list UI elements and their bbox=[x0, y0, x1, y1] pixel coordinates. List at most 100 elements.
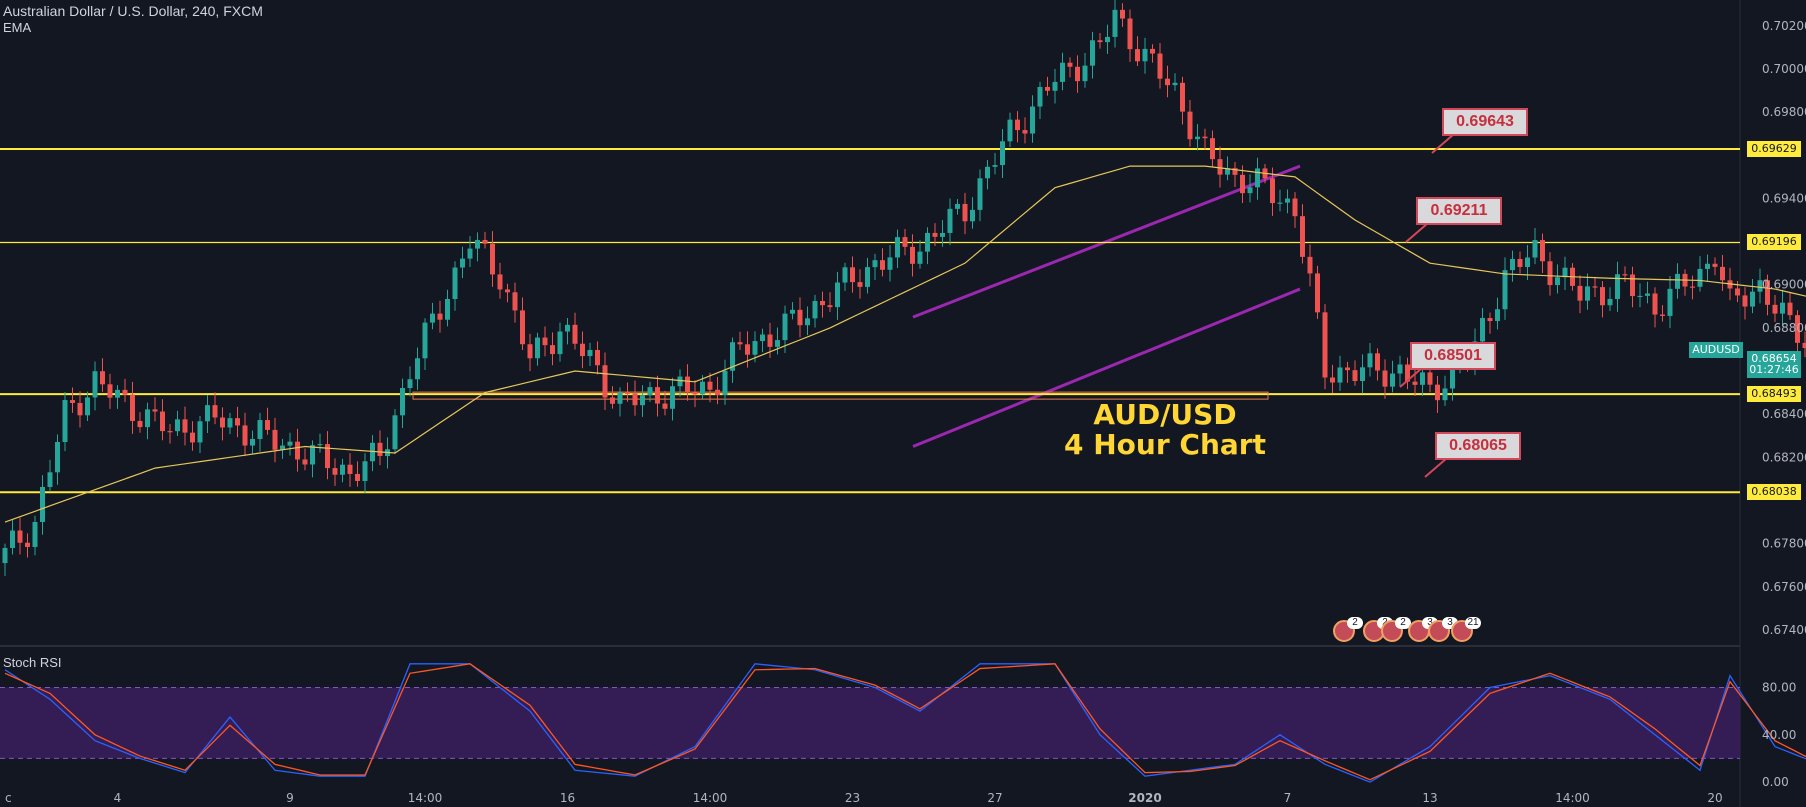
candle-body bbox=[317, 444, 323, 446]
support-zone-box bbox=[412, 391, 1269, 400]
caption-timeframe: 4 Hour Chart bbox=[1064, 428, 1266, 461]
candle bbox=[572, 312, 578, 350]
candle-body bbox=[1315, 273, 1320, 313]
candle bbox=[1757, 268, 1763, 304]
time-axis[interactable]: c4914:001614:002327202071314:002014:0027… bbox=[5, 791, 1806, 805]
candle-body bbox=[167, 431, 173, 433]
candle bbox=[1195, 124, 1200, 151]
candle bbox=[1202, 128, 1208, 150]
candle bbox=[1675, 263, 1680, 299]
candle bbox=[677, 369, 683, 397]
candle-body bbox=[880, 260, 885, 270]
candle-body bbox=[100, 371, 105, 385]
candle bbox=[662, 390, 668, 416]
candle bbox=[1292, 192, 1298, 228]
candle bbox=[227, 412, 233, 435]
time-tick-label: 14:00 bbox=[1555, 791, 1590, 805]
candle-body bbox=[1675, 273, 1680, 289]
candle bbox=[1615, 261, 1620, 312]
candle-body bbox=[1607, 298, 1613, 306]
candle bbox=[460, 246, 465, 279]
candle bbox=[1555, 264, 1560, 294]
candle bbox=[1067, 57, 1073, 78]
candle bbox=[167, 423, 173, 444]
candle-body bbox=[1285, 198, 1290, 203]
candle bbox=[137, 412, 143, 433]
candle bbox=[1120, 3, 1125, 27]
candle-body bbox=[1090, 40, 1095, 66]
horizontal-levels bbox=[0, 148, 1740, 494]
candle-body bbox=[40, 486, 45, 522]
candle bbox=[1187, 99, 1193, 147]
candle bbox=[1562, 256, 1568, 290]
price-axis-tag: 0.69196 bbox=[1747, 234, 1801, 251]
price-callout[interactable]: 0.69211 bbox=[1416, 197, 1502, 225]
candle-body bbox=[1705, 263, 1710, 269]
bar-countdown: 01:27:46 bbox=[1747, 362, 1801, 378]
candle bbox=[1630, 266, 1635, 308]
candle bbox=[1802, 331, 1806, 358]
candle bbox=[805, 306, 810, 336]
candle-body bbox=[977, 178, 983, 210]
candle bbox=[692, 380, 698, 408]
candle-body bbox=[677, 376, 683, 387]
candle bbox=[565, 318, 570, 345]
candle-body bbox=[1660, 314, 1665, 316]
candle-body bbox=[430, 313, 435, 323]
candle bbox=[872, 253, 878, 281]
candle bbox=[212, 392, 218, 425]
time-tick-label: 2020 bbox=[1128, 791, 1161, 805]
indicator-label-stoch[interactable]: Stoch RSI bbox=[3, 655, 62, 670]
stoch-tick-label: 0.00 bbox=[1762, 775, 1789, 789]
candle-body bbox=[460, 258, 465, 268]
candle-body bbox=[1150, 48, 1155, 54]
price-tick-label: 0.67400 bbox=[1762, 623, 1806, 637]
price-callout[interactable]: 0.68065 bbox=[1435, 432, 1521, 460]
candle-body bbox=[1240, 174, 1245, 194]
candle bbox=[92, 361, 98, 411]
candle-body bbox=[647, 387, 653, 396]
candle-body bbox=[827, 305, 833, 308]
price-channel bbox=[912, 164, 1301, 448]
candle-body bbox=[752, 341, 758, 355]
candle bbox=[1060, 52, 1065, 91]
candle bbox=[1517, 251, 1523, 274]
candle bbox=[1210, 130, 1215, 167]
indicator-label-ema[interactable]: EMA bbox=[3, 20, 32, 35]
candle-body bbox=[1532, 240, 1538, 258]
candle-body bbox=[670, 386, 675, 409]
price-callout[interactable]: 0.69643 bbox=[1442, 108, 1528, 136]
candle-body bbox=[1502, 270, 1508, 310]
chart-title: Australian Dollar / U.S. Dollar, 240, FX… bbox=[3, 3, 263, 19]
candle-body bbox=[1060, 62, 1065, 82]
candle bbox=[640, 385, 645, 417]
candle-body bbox=[1637, 295, 1643, 298]
candle-body bbox=[565, 324, 570, 332]
candle-body bbox=[557, 331, 563, 355]
candle bbox=[1105, 24, 1110, 54]
candle bbox=[617, 387, 623, 417]
candle bbox=[490, 231, 495, 287]
candle-body bbox=[865, 267, 870, 287]
candle-body bbox=[985, 166, 990, 179]
candle bbox=[1480, 308, 1485, 347]
candle bbox=[145, 402, 150, 440]
price-callout[interactable]: 0.68501 bbox=[1410, 342, 1496, 370]
candle-body bbox=[407, 379, 413, 389]
candle-body bbox=[1772, 304, 1778, 314]
candle-body bbox=[1105, 36, 1110, 43]
candle-body bbox=[1450, 363, 1455, 389]
time-tick-label: 13 bbox=[1422, 791, 1437, 805]
candle-body bbox=[1225, 168, 1230, 175]
candle-body bbox=[790, 309, 795, 314]
candle bbox=[1037, 81, 1043, 120]
candle-body bbox=[1037, 86, 1043, 107]
candle-body bbox=[1330, 377, 1335, 383]
candle-body bbox=[820, 301, 825, 306]
candle-body bbox=[685, 376, 690, 393]
candle bbox=[655, 375, 660, 417]
candle bbox=[932, 223, 938, 247]
